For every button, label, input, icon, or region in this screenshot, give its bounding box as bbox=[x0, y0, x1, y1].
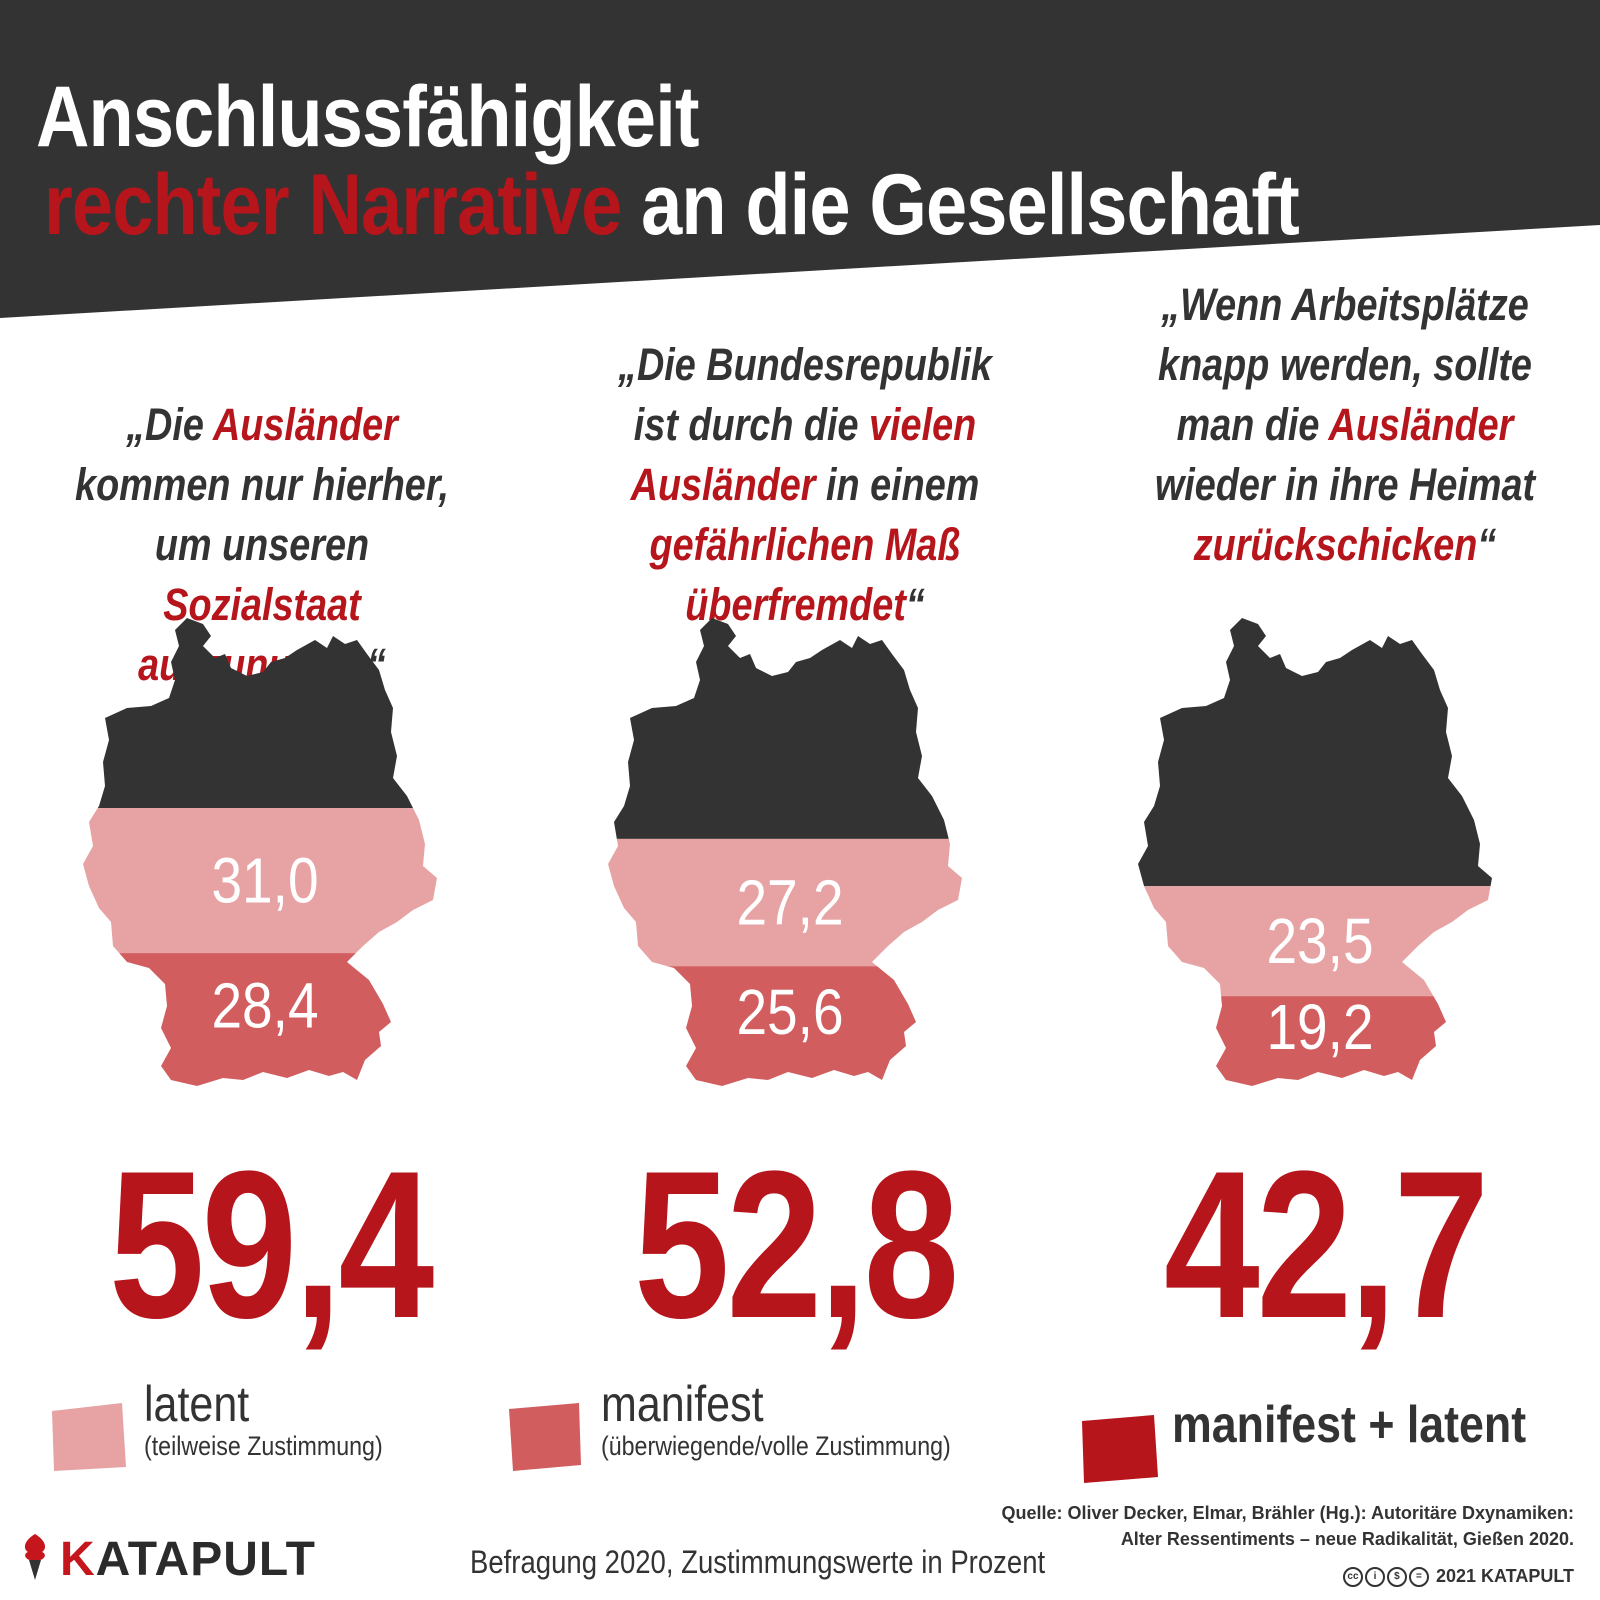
quote-part: „Wenn Arbeitsplätze knapp werden, sollte… bbox=[1158, 279, 1532, 450]
source-line-1: Quelle: Oliver Decker, Elmar, Brähler (H… bbox=[1001, 1503, 1574, 1523]
quote-part: Ausländer bbox=[1328, 399, 1514, 450]
legend-swatch-manifest bbox=[509, 1403, 581, 1471]
quote-part: zurückschicken bbox=[1193, 519, 1478, 570]
latent-value-label: 31,0 bbox=[211, 845, 318, 917]
legend-total-title: manifest + latent bbox=[1172, 1396, 1527, 1454]
title-highlight: rechter Narrative bbox=[44, 157, 622, 253]
katapult-wordmark: KATAPULT bbox=[60, 1533, 316, 1586]
legend-latent-title: latent bbox=[144, 1376, 250, 1432]
manifest-value-label: 28,4 bbox=[211, 970, 318, 1042]
survey-note: Befragung 2020, Zustimmungswerte in Proz… bbox=[470, 1544, 1046, 1580]
quote-part: in einem bbox=[815, 459, 980, 510]
total-value-3: 42,7 bbox=[1163, 1127, 1489, 1362]
germany-map-2: 27,2 25,6 bbox=[608, 618, 962, 1086]
legend-swatch-total bbox=[1082, 1415, 1158, 1483]
cc-nd-icon: = bbox=[1408, 1567, 1429, 1588]
copyright: cc i $ = 2021 KATAPULT bbox=[1342, 1566, 1574, 1588]
legend-latent-sub: (teilweise Zustimmung) bbox=[144, 1431, 383, 1461]
title-banner bbox=[0, 0, 1600, 318]
quote-part: „Die Bundesrepublik ist durch die bbox=[618, 339, 992, 450]
title-line-1: Anschlussfähigkeit bbox=[36, 69, 700, 165]
total-value-2: 52,8 bbox=[633, 1127, 959, 1362]
map-remaining-region bbox=[83, 618, 437, 809]
quote-3: „Wenn Arbeitsplätze knapp werden, sollte… bbox=[1135, 275, 1555, 575]
quote-part: wieder in ihre Heimat bbox=[1154, 459, 1536, 510]
cc-by-icon: i bbox=[1364, 1567, 1385, 1588]
map-remaining-region bbox=[608, 618, 962, 839]
quote-part: gefährlichen Maß überfremdet bbox=[649, 519, 961, 630]
title-rest: an die Gesellschaft bbox=[621, 157, 1300, 253]
map-latent-segment bbox=[83, 808, 437, 954]
quote-2: „Die Bundesrepublik ist durch die vielen… bbox=[595, 335, 1015, 635]
manifest-value-label: 19,2 bbox=[1266, 991, 1373, 1063]
germany-map-3: 23,5 19,2 bbox=[1138, 618, 1492, 1086]
cc-icon: cc bbox=[1342, 1567, 1363, 1588]
legend-manifest-sub: (überwiegende/volle Zustimmung) bbox=[601, 1431, 951, 1461]
copyright-text: 2021 KATAPULT bbox=[1435, 1566, 1574, 1586]
total-value-1: 59,4 bbox=[108, 1127, 434, 1362]
manifest-value-label: 25,6 bbox=[736, 976, 843, 1048]
latent-value-label: 23,5 bbox=[1266, 905, 1373, 977]
cc-nc-icon: $ bbox=[1386, 1567, 1407, 1588]
source-line-2: Alter Ressentiments – neue Radikalität, … bbox=[1120, 1529, 1574, 1549]
quote-part: “ bbox=[905, 579, 925, 630]
quote-part: Ausländer bbox=[212, 399, 398, 450]
katapult-logo: KATAPULT bbox=[20, 1532, 340, 1586]
quote-part: kommen nur hierher, um unseren bbox=[75, 459, 449, 570]
latent-value-label: 27,2 bbox=[736, 867, 843, 939]
katapult-flame-icon bbox=[24, 1534, 46, 1580]
map-remaining-region bbox=[1138, 618, 1492, 887]
quote-part: vielen Ausländer bbox=[630, 399, 977, 510]
legend-manifest-title: manifest bbox=[601, 1376, 764, 1432]
source-citation: Quelle: Oliver Decker, Elmar, Brähler (H… bbox=[1001, 1500, 1574, 1552]
quote-part: “ bbox=[1477, 519, 1497, 570]
quote-part: „Die bbox=[126, 399, 213, 450]
title-line-2: rechter Narrative an die Gesellschaft bbox=[44, 162, 1300, 248]
legend-swatch-latent bbox=[52, 1403, 126, 1471]
germany-map-1: 31,0 28,4 bbox=[83, 618, 437, 1086]
